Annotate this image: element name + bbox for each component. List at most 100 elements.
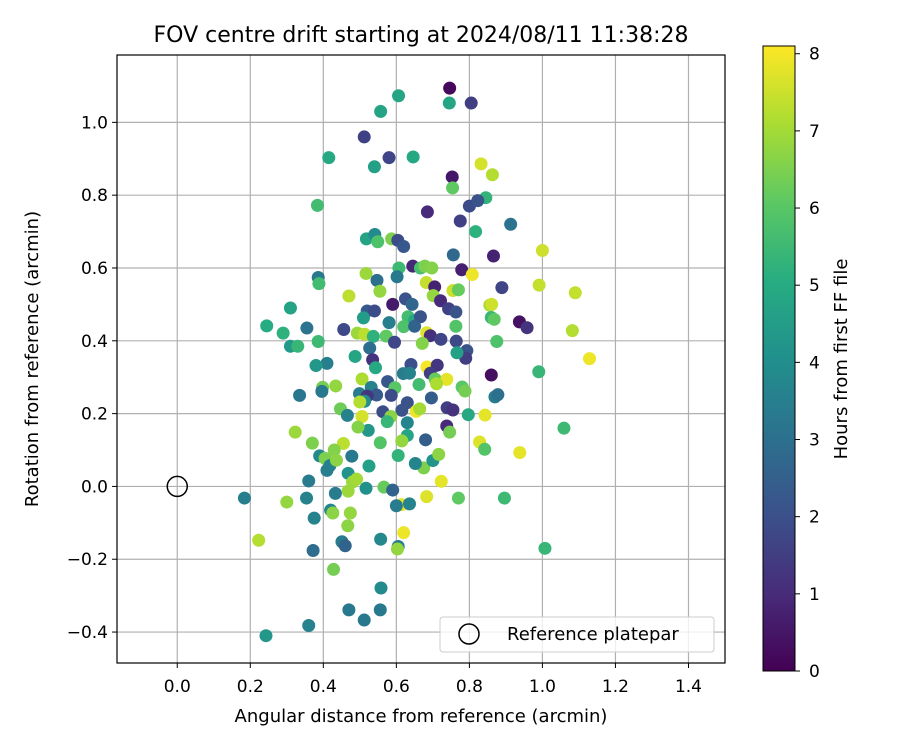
y-tick-label: 1.0 [81, 113, 108, 133]
data-point [390, 542, 404, 556]
data-point [478, 442, 492, 456]
data-point [434, 474, 448, 488]
data-point [504, 217, 518, 231]
data-point [329, 453, 343, 467]
data-point [485, 168, 499, 182]
data-point [490, 335, 504, 349]
data-point [478, 408, 492, 422]
colorbar-tick-label: 2 [809, 508, 820, 528]
data-point [363, 341, 377, 355]
data-point [390, 270, 404, 284]
data-point [382, 316, 396, 330]
data-point [402, 366, 416, 380]
data-point [446, 181, 460, 195]
data-point [405, 297, 419, 311]
data-point [449, 334, 463, 348]
data-point [386, 483, 400, 497]
data-point [391, 448, 405, 462]
data-point [491, 388, 505, 402]
x-tick-label: 0.2 [237, 677, 264, 697]
data-point [338, 539, 352, 553]
data-point [382, 151, 396, 165]
data-point [535, 244, 549, 258]
y-tick-label: 0.8 [81, 186, 108, 206]
data-point [373, 284, 387, 298]
data-point [532, 365, 546, 379]
data-point [359, 266, 373, 280]
data-point [336, 436, 350, 450]
data-point [446, 248, 460, 262]
data-point [359, 481, 373, 495]
data-point [408, 319, 422, 333]
x-tick-label: 1.4 [675, 677, 702, 697]
data-point [374, 104, 388, 118]
data-point [311, 335, 325, 349]
data-point [370, 273, 384, 287]
colorbar-tick-label: 1 [809, 585, 820, 605]
data-point [465, 268, 479, 282]
data-point [461, 408, 475, 422]
data-point [487, 312, 501, 326]
data-point [327, 562, 341, 576]
data-point [322, 151, 336, 165]
data-point [446, 403, 460, 417]
data-point [583, 352, 597, 366]
y-tick-label: 0.0 [81, 477, 108, 497]
data-point [495, 281, 509, 295]
data-point [380, 415, 394, 429]
colorbar-tick-label: 8 [809, 45, 820, 65]
data-point [341, 484, 355, 498]
y-tick-label: 0.4 [81, 332, 108, 352]
data-point [345, 449, 359, 463]
data-point [342, 289, 356, 303]
data-point [350, 472, 364, 486]
grid-layer [117, 55, 725, 663]
data-point [484, 368, 498, 382]
data-point [288, 425, 302, 439]
colorbar-label: Hours from first FF file [831, 259, 852, 460]
data-point [384, 388, 398, 402]
data-point [302, 474, 316, 488]
data-point [355, 410, 369, 424]
data-point [568, 286, 582, 300]
data-point [367, 304, 381, 318]
data-point [485, 297, 499, 311]
data-point [402, 497, 416, 511]
data-point [362, 459, 376, 473]
data-point [450, 346, 464, 360]
data-point [348, 349, 362, 363]
x-axis-label: Angular distance from reference (arcmin) [235, 706, 608, 727]
colorbar-tick-label: 5 [809, 276, 820, 296]
data-point [351, 420, 365, 434]
data-point [320, 463, 334, 477]
data-point [312, 277, 326, 291]
data-point [370, 388, 384, 402]
data-point [415, 336, 429, 350]
x-tick-label: 0.4 [310, 677, 337, 697]
data-point [259, 629, 273, 643]
data-point [291, 339, 305, 353]
data-point [474, 157, 488, 171]
data-point [374, 532, 388, 546]
data-point [445, 170, 459, 184]
data-point [276, 326, 290, 340]
data-point [283, 301, 297, 315]
ticks-layer: 0.0 0.2 0.4 0.6 0.8 1.0 1.2 1.4 −0.4 −0.2 0.0 0.2 0.… [67, 113, 702, 697]
data-point [300, 491, 314, 505]
data-point [565, 324, 579, 338]
plot-frame [116, 54, 726, 664]
data-point [366, 329, 380, 343]
legend-marker [458, 623, 480, 645]
data-point [328, 486, 342, 500]
data-point [355, 372, 369, 386]
data-point [361, 423, 375, 437]
y-tick-label: 0.6 [81, 259, 108, 279]
data-point [400, 416, 414, 430]
data-point [443, 81, 457, 95]
data-point [315, 384, 329, 398]
data-point [340, 408, 354, 422]
data-point [406, 150, 420, 164]
data-point [443, 425, 457, 439]
